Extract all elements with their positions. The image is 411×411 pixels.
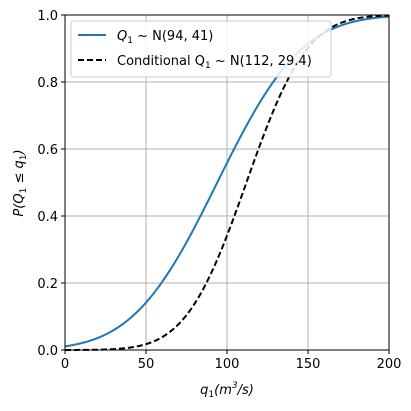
series-line-1 (64, 15, 390, 348)
y-axis-label: P(Q1 ≤ q1) (12, 149, 29, 216)
series-lines (64, 14, 390, 351)
x-tick-label: 200 (377, 357, 402, 372)
legend-label-series-2: Conditional Q1 ~ N(112, 29.4) (117, 54, 312, 71)
x-tick-label: 50 (138, 357, 155, 372)
y-tick-label: 0.0 (37, 344, 58, 359)
legend-label-series-1: Q1 ~ N(94, 41) (117, 29, 213, 46)
x-tick-label: 0 (61, 357, 69, 372)
series-line-2 (64, 14, 390, 351)
x-axis-label: q1(m3/s) (200, 381, 254, 400)
y-tick-label: 0.4 (37, 210, 58, 225)
y-tick-label: 0.2 (37, 277, 58, 292)
y-tick-label: 0.6 (37, 143, 58, 158)
legend-box (70, 20, 332, 78)
x-tick-label: 100 (215, 357, 240, 372)
y-tick-label: 0.8 (37, 76, 58, 91)
axis-ticks: 0 50 100 150 200 0.0 0.2 0.4 0.6 0.8 1.0 (37, 9, 401, 372)
legend: Q1 ~ N(94, 41) Conditional Q1 ~ N(112, 2… (70, 20, 332, 78)
x-tick-label: 150 (296, 357, 321, 372)
y-tick-label: 1.0 (37, 9, 58, 24)
